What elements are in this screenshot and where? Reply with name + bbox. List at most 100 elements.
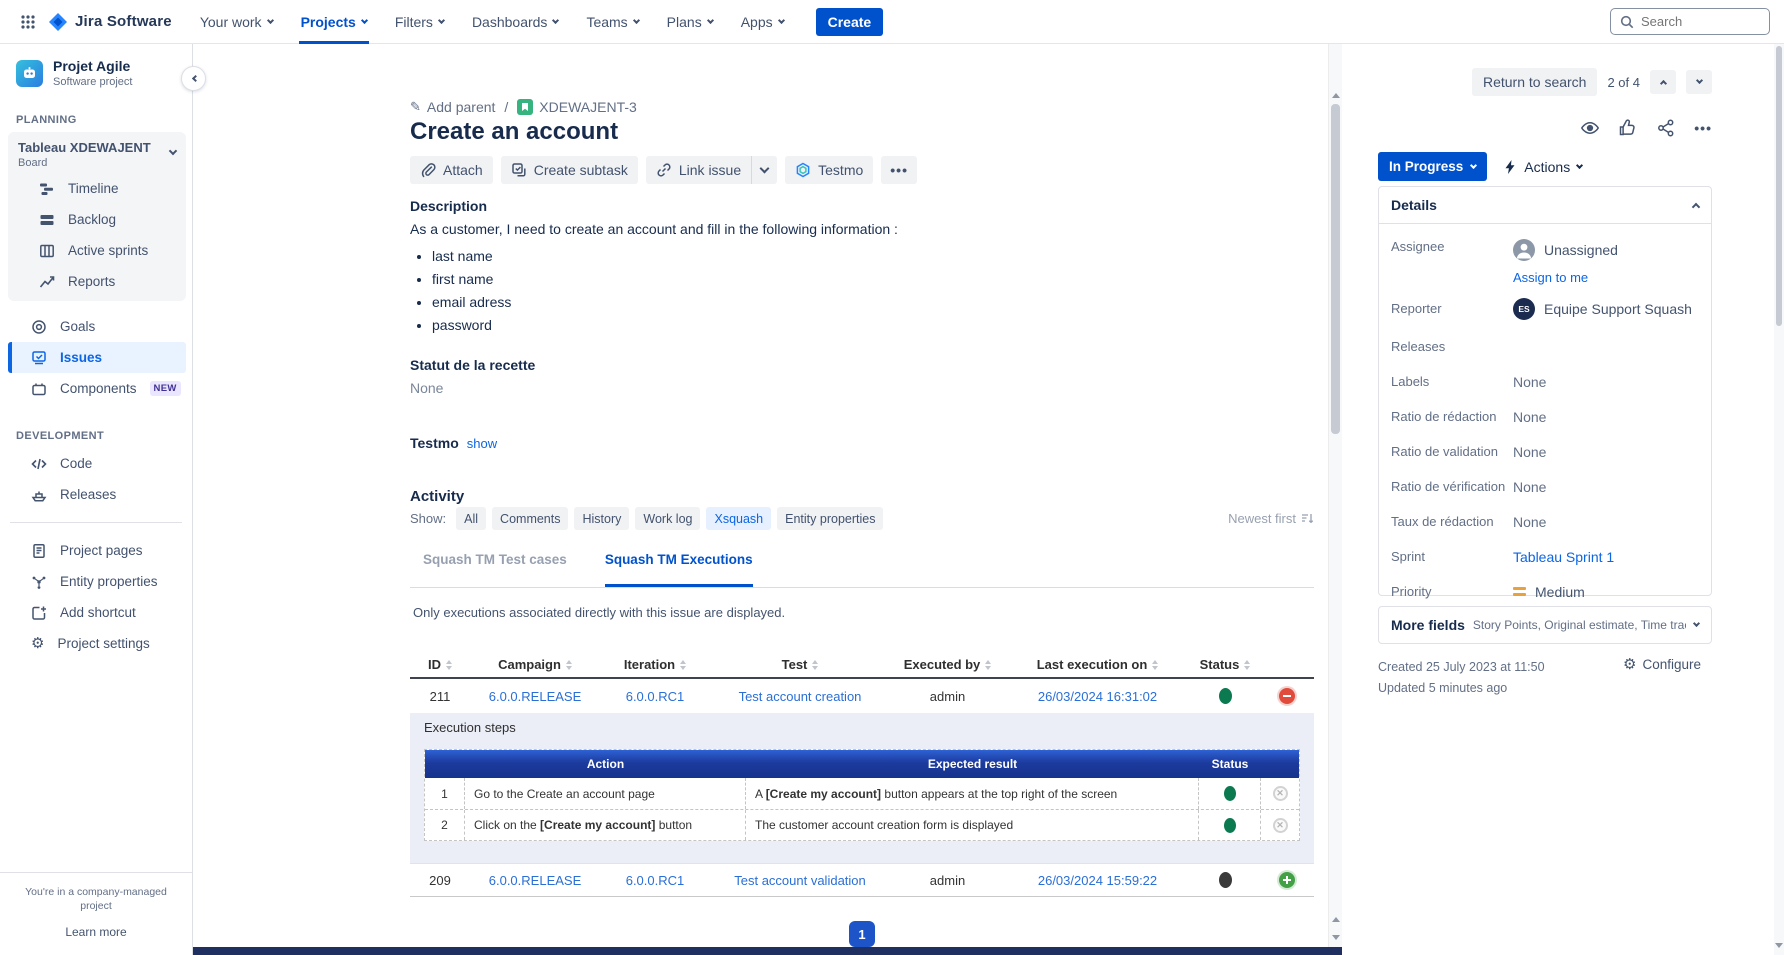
test-link[interactable]: Test account creation [738,688,862,704]
actions-dropdown[interactable]: Actions [1503,159,1584,175]
nav-apps[interactable]: Apps [739,0,786,44]
testmo-show-link[interactable]: show [466,436,498,451]
previous-issue-button[interactable] [1650,70,1676,94]
pagination-page-1[interactable]: 1 [849,921,875,947]
sidebar-item-project-pages[interactable]: Project pages [8,535,186,566]
share-icon[interactable] [1656,118,1676,138]
step-clear-button[interactable]: ✕ [1272,817,1288,833]
more-fields-card[interactable]: More fields Story Points, Original estim… [1378,606,1712,644]
scrollbar-thumb[interactable] [1331,104,1340,434]
sidebar-item-timeline[interactable]: Timeline [16,173,180,204]
sidebar-item-add-shortcut[interactable]: Add shortcut [8,597,186,628]
filter-history[interactable]: History [574,507,630,530]
tab-squash-executions[interactable]: Squash TM Executions [604,552,753,587]
tab-squash-test-cases[interactable]: Squash TM Test cases [423,552,567,567]
sidebar-item-backlog[interactable]: Backlog [16,204,180,235]
create-button[interactable]: Create [815,7,884,36]
campaign-link[interactable]: 6.0.0.RELEASE [488,688,582,704]
sidebar-item-entity-properties[interactable]: Entity properties [8,566,186,597]
filter-work-log[interactable]: Work log [635,507,701,530]
col-header-id[interactable]: ID [410,657,470,672]
global-search[interactable] [1610,8,1770,35]
testmo-button[interactable]: Testmo [785,156,874,184]
nav-plans[interactable]: Plans [665,0,715,44]
add-parent-button[interactable]: ✎ Add parent [410,99,496,115]
chevron-up-icon [1659,79,1667,88]
iteration-link[interactable]: 6.0.0.RC1 [625,688,685,704]
sidebar-item-project-settings[interactable]: ⚙ Project settings [31,635,150,652]
configure-button[interactable]: ⚙ Configure [1623,656,1701,673]
col-header-status[interactable]: Status [1190,657,1260,672]
vote-thumbs-up-icon[interactable] [1618,118,1638,138]
return-to-search-button[interactable]: Return to search [1471,68,1598,96]
link-issue-button[interactable]: Link issue [645,156,752,184]
filter-entity-properties[interactable]: Entity properties [777,507,884,530]
scroll-down-arrow[interactable] [1774,938,1784,952]
col-header-iteration[interactable]: Iteration [600,657,710,672]
last-execution-link[interactable]: 26/03/2024 15:59:22 [1037,872,1158,888]
nav-filters[interactable]: Filters [393,0,446,44]
step-clear-button[interactable]: ✕ [1272,786,1288,801]
last-execution-link[interactable]: 26/03/2024 16:31:02 [1037,688,1158,704]
link-issue-dropdown[interactable] [751,156,778,184]
page-scrollbar[interactable] [1774,44,1784,955]
col-header-last-execution[interactable]: Last execution on [1005,657,1190,672]
iteration-link[interactable]: 6.0.0.RC1 [625,872,685,888]
jira-logo[interactable]: Jira Software [48,12,172,32]
sidebar-item-goals[interactable]: Goals [8,311,186,342]
col-header-test[interactable]: Test [710,657,890,672]
ratio-redaction-value[interactable]: None [1513,408,1547,425]
sidebar-item-reports[interactable]: Reports [16,266,180,297]
issue-key-crumb[interactable]: XDEWAJENT-3 [517,99,637,115]
nav-your-work[interactable]: Your work [198,0,275,44]
col-header-executed-by[interactable]: Executed by [890,657,1005,672]
priority-value[interactable]: Medium [1513,584,1585,600]
nav-projects[interactable]: Projects [298,0,369,44]
filter-xsquash[interactable]: Xsquash [706,507,772,530]
sidebar-item-active-sprints[interactable]: Active sprints [16,235,180,266]
test-link[interactable]: Test account validation [734,872,866,888]
avatar-reporter: ES [1513,297,1535,320]
nav-teams[interactable]: Teams [584,0,640,44]
status-dropdown[interactable]: In Progress [1378,152,1488,181]
col-header-campaign[interactable]: Campaign [470,657,600,672]
assignee-value[interactable]: Unassigned [1513,239,1618,261]
sidebar-item-releases[interactable]: Releases [8,479,186,510]
sort-order-button[interactable]: Newest first [1228,511,1314,526]
create-subtask-button[interactable]: Create subtask [500,156,638,184]
status-blocked-icon [1218,872,1232,888]
assign-to-me-link[interactable]: Assign to me [1513,270,1589,285]
sidebar-item-code[interactable]: Code [8,448,186,479]
board-switcher[interactable]: Tableau XDEWAJENT Board [8,140,186,173]
scroll-up-arrow[interactable] [1329,88,1342,102]
details-header[interactable]: Details [1379,187,1711,224]
expand-execution-button[interactable] [1279,872,1295,888]
more-actions-button[interactable]: ••• [881,156,917,184]
more-options-icon[interactable]: ••• [1694,120,1712,136]
filter-comments[interactable]: Comments [492,507,569,530]
next-issue-button[interactable] [1686,70,1712,94]
ratio-validation-value[interactable]: None [1513,443,1547,460]
nav-dashboards[interactable]: Dashboards [470,0,561,44]
learn-more-link[interactable]: Learn more [65,925,127,939]
attach-button[interactable]: Attach [410,156,493,184]
sprint-link[interactable]: Tableau Sprint 1 [1513,548,1615,565]
reporter-value[interactable]: ES Equipe Support Squash [1513,297,1692,320]
labels-value[interactable]: None [1513,373,1547,390]
field-assignee: Assignee Unassigned Assign to me [1391,239,1618,285]
filter-all[interactable]: All [456,507,487,530]
main-scrollbar[interactable] [1328,44,1342,955]
watch-icon[interactable] [1580,118,1600,138]
sidebar-item-issues[interactable]: Issues [8,342,186,373]
sidebar-collapse-button[interactable] [181,66,206,91]
app-switcher-icon[interactable] [14,8,42,36]
remove-execution-button[interactable] [1279,688,1295,704]
sidebar-item-components[interactable]: Components NEW [8,373,186,404]
ratio-verification-value[interactable]: None [1513,478,1547,495]
campaign-link[interactable]: 6.0.0.RELEASE [488,872,582,888]
scrollbar-thumb[interactable] [1776,46,1782,326]
taux-redaction-value[interactable]: None [1513,513,1547,530]
scroll-down-arrow[interactable] [1329,930,1342,944]
search-input[interactable] [1641,14,1761,29]
scroll-up-arrow[interactable] [1329,912,1342,926]
